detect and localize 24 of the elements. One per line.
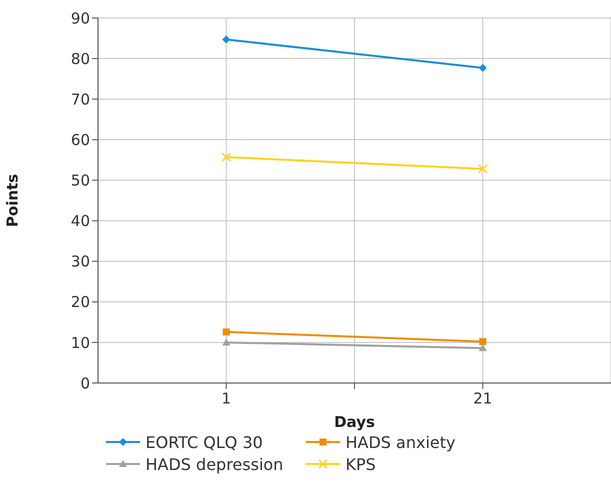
y-tick-label: 50 [70,172,90,190]
point [478,164,488,174]
y-tick-label: 20 [70,293,90,312]
legend-label: EORTC QLQ 30 [146,432,263,452]
point [478,64,487,72]
x-tick-label: 1 [221,390,232,408]
point [222,35,230,44]
y-axis-title: Points [3,174,22,228]
point [222,328,230,336]
y-tick-label: 40 [70,212,90,230]
point [479,338,486,346]
y-tick-label: 70 [70,90,90,108]
y-tick-label: 30 [70,252,90,271]
y-tick-label: 80 [70,50,90,68]
y-tick-label: 90 [70,9,90,28]
y-tick-label: 60 [70,130,90,149]
legend-label: HADS anxiety [346,432,456,452]
x-tick-label: 21 [473,390,492,408]
point [222,152,231,162]
x-axis-title: Days [334,413,375,431]
y-tick-label: 10 [70,334,90,352]
legend-label: KPS [346,454,376,474]
y-tick-label: 0 [80,374,90,392]
legend-label: HADS depression [146,454,284,474]
